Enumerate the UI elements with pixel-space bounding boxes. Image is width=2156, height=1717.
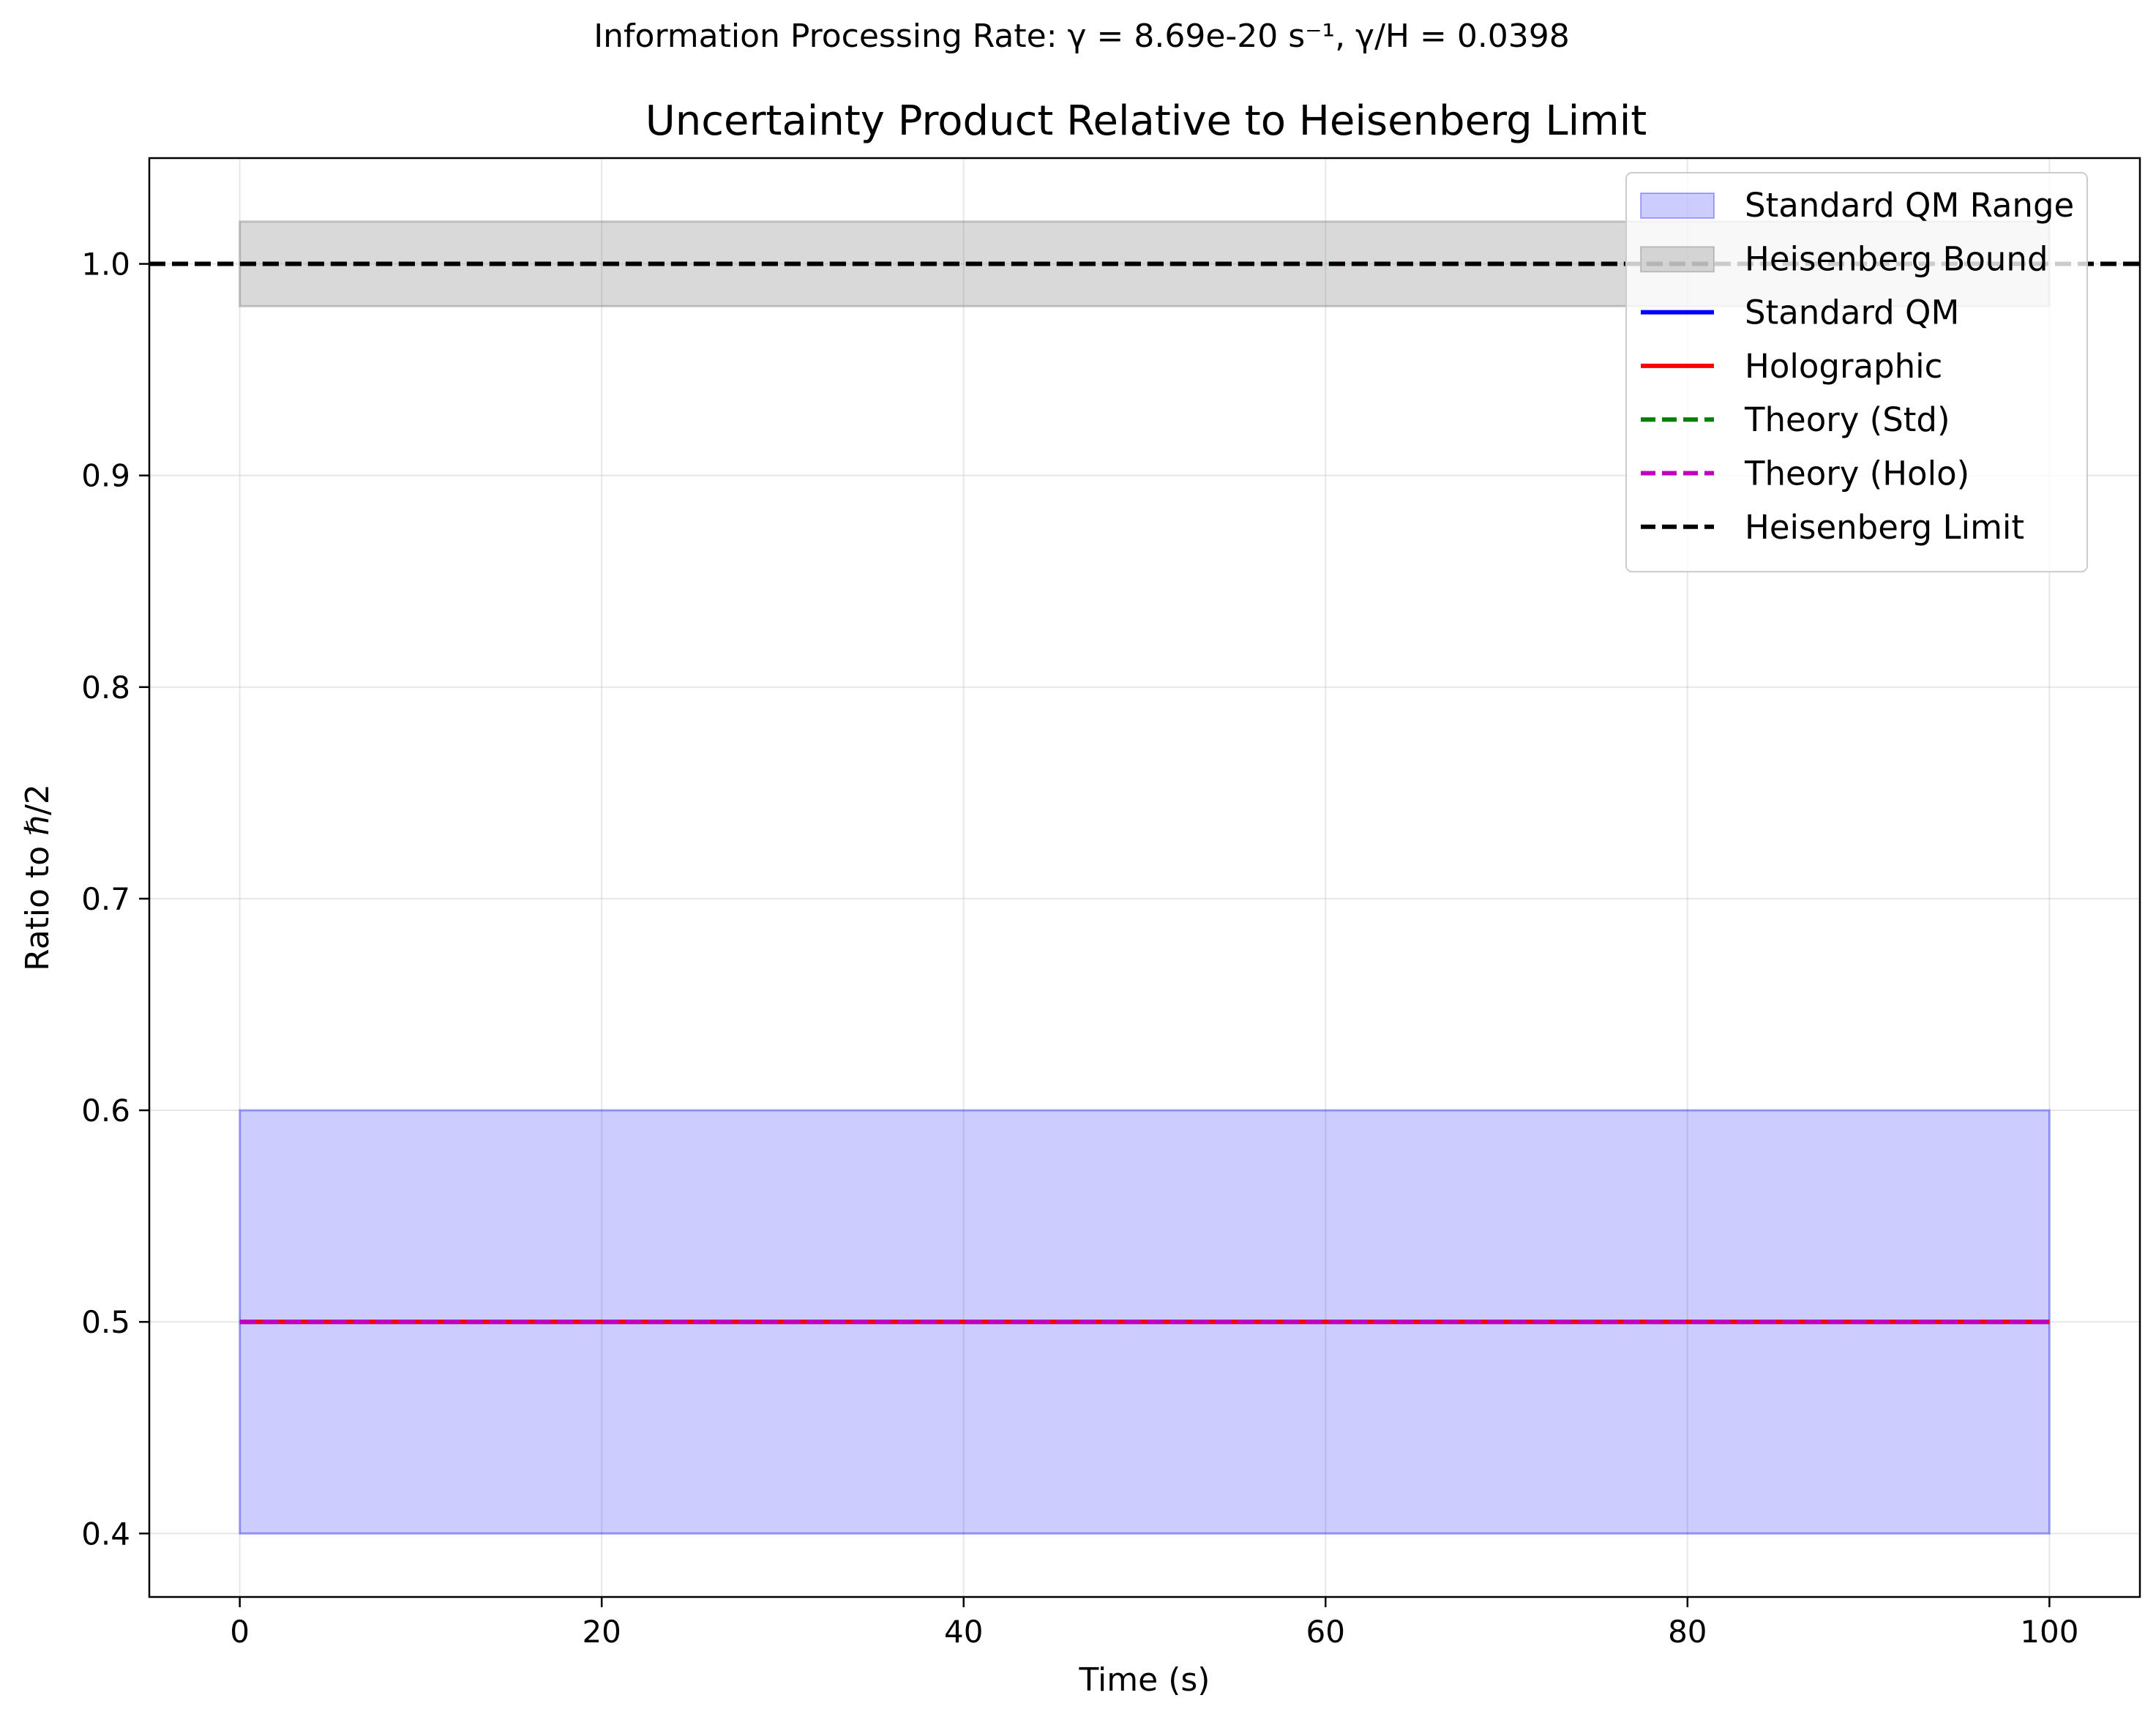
y-tick-label: 0.4 bbox=[81, 1516, 130, 1552]
legend-label: Standard QM Range bbox=[1745, 186, 2074, 225]
legend-label: Theory (Holo) bbox=[1744, 454, 1969, 493]
y-tick-label: 0.6 bbox=[81, 1093, 130, 1129]
legend-label: Heisenberg Bound bbox=[1745, 239, 2048, 278]
legend-box bbox=[1625, 172, 2088, 573]
legend-label: Heisenberg Limit bbox=[1745, 508, 2024, 547]
legend-swatch bbox=[1640, 246, 1715, 273]
legend-swatch bbox=[1640, 192, 1715, 219]
y-axis-label: Ratio to ℏ/2 bbox=[19, 784, 56, 971]
legend-label: Standard QM bbox=[1745, 293, 1959, 332]
legend-label: Holographic bbox=[1745, 347, 1942, 386]
x-tick-label: 60 bbox=[1306, 1614, 1345, 1650]
x-tick-label: 0 bbox=[230, 1614, 250, 1650]
chart-title: Uncertainty Product Relative to Heisenbe… bbox=[645, 97, 1647, 145]
axis-ticks: 0 20 40 60 80 100 0.4 0.5 0.6 0.7 0.8 0.9 1.0 bbox=[81, 247, 2078, 1650]
x-tick-label: 100 bbox=[2020, 1614, 2078, 1650]
x-tick-label: 40 bbox=[944, 1614, 983, 1650]
x-tick-label: 20 bbox=[582, 1614, 621, 1650]
y-tick-label: 0.5 bbox=[81, 1304, 130, 1340]
x-axis-label: Time (s) bbox=[1079, 1661, 1210, 1699]
y-tick-label: 0.9 bbox=[81, 458, 130, 494]
x-tick-label: 80 bbox=[1668, 1614, 1707, 1650]
y-tick-label: 1.0 bbox=[81, 247, 130, 283]
y-tick-label: 0.7 bbox=[81, 881, 130, 917]
plot-area-frame bbox=[148, 157, 2141, 1598]
legend: Standard QM Range Heisenberg Bound Standar… bbox=[1625, 172, 2088, 573]
legend-label: Theory (Std) bbox=[1744, 400, 1950, 439]
y-tick-label: 0.8 bbox=[81, 670, 130, 706]
figure-suptitle: Information Processing Rate: γ = 8.69e-2… bbox=[594, 18, 1570, 55]
